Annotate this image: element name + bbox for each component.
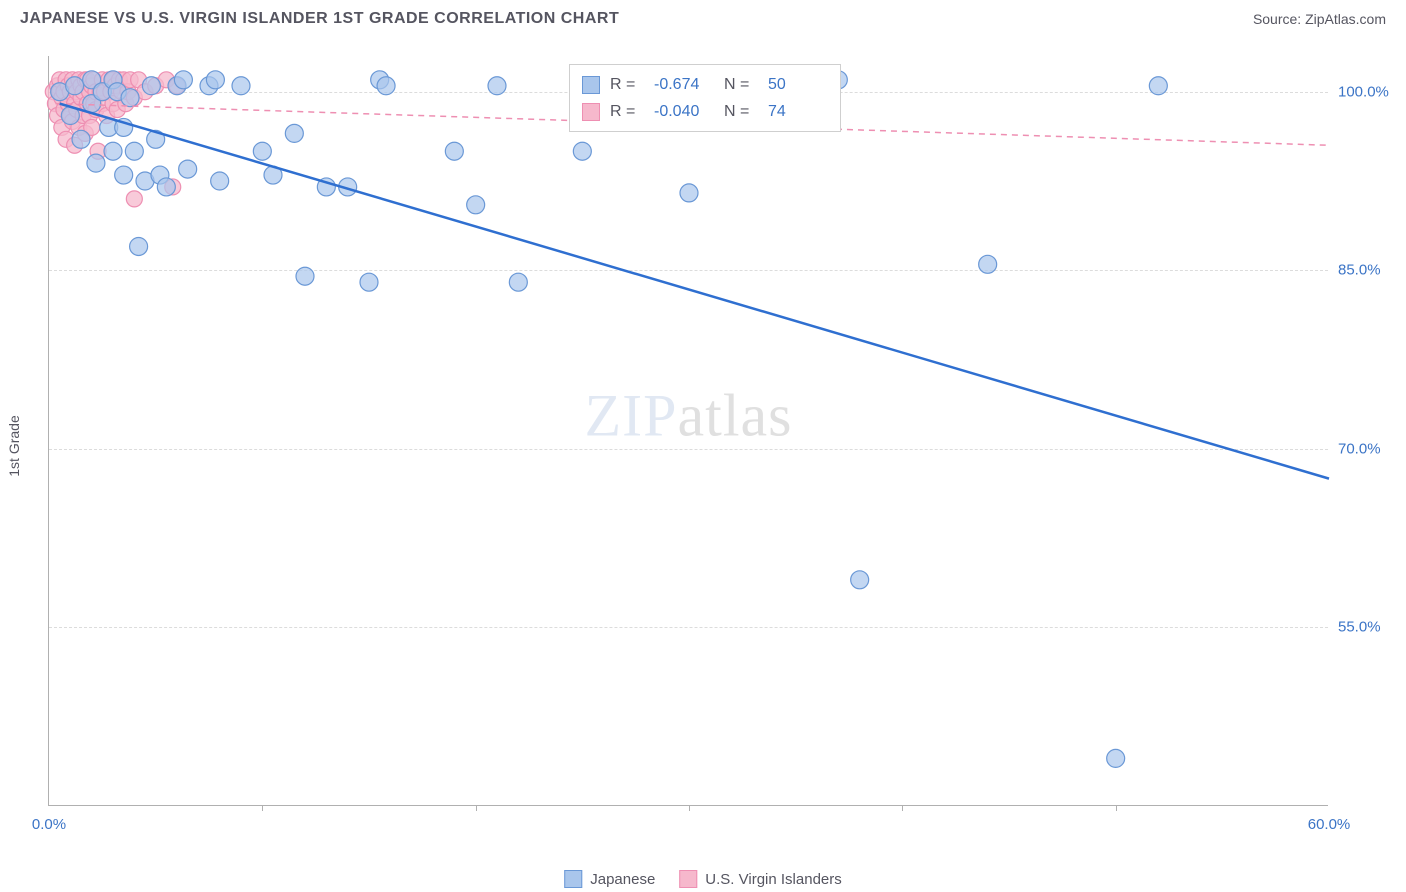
series-legend: Japanese U.S. Virgin Islanders <box>564 870 842 888</box>
y-tick-label: 85.0% <box>1338 262 1398 279</box>
legend-row: R = -0.040 N = 74 <box>582 98 828 125</box>
legend-n-label: N = <box>724 98 758 125</box>
data-point <box>179 160 197 178</box>
x-tick-mark <box>1116 805 1117 811</box>
legend-r-label: R = <box>610 98 644 125</box>
data-point <box>509 273 527 291</box>
data-point <box>206 71 224 89</box>
legend-swatch <box>564 870 582 888</box>
chart-plot-area: 55.0%70.0%85.0%100.0%0.0%60.0% ZIPatlas … <box>48 56 1328 806</box>
y-axis-label: 1st Grade <box>6 415 22 476</box>
data-point <box>126 191 142 207</box>
x-tick-label: 0.0% <box>32 816 66 833</box>
data-point <box>104 142 122 160</box>
data-point <box>377 77 395 95</box>
legend-item: Japanese <box>564 870 655 888</box>
y-tick-label: 100.0% <box>1338 83 1398 100</box>
legend-label: Japanese <box>590 871 655 888</box>
chart-title: JAPANESE VS U.S. VIRGIN ISLANDER 1ST GRA… <box>20 10 619 28</box>
data-point <box>296 267 314 285</box>
data-point <box>125 142 143 160</box>
data-point <box>467 196 485 214</box>
data-point <box>72 130 90 148</box>
source-label: Source: ZipAtlas.com <box>1253 11 1386 27</box>
data-point <box>285 124 303 142</box>
legend-swatch <box>679 870 697 888</box>
x-tick-mark <box>262 805 263 811</box>
data-point <box>142 77 160 95</box>
data-point <box>130 237 148 255</box>
scatter-plot-svg <box>49 56 1328 805</box>
header: JAPANESE VS U.S. VIRGIN ISLANDER 1ST GRA… <box>0 0 1406 36</box>
correlation-legend: R = -0.674 N = 50 R = -0.040 N = 74 <box>569 64 841 132</box>
data-point <box>680 184 698 202</box>
legend-r-label: R = <box>610 71 644 98</box>
legend-r-value: -0.674 <box>654 71 714 98</box>
legend-item: U.S. Virgin Islanders <box>679 870 841 888</box>
legend-r-value: -0.040 <box>654 98 714 125</box>
legend-label: U.S. Virgin Islanders <box>705 871 841 888</box>
legend-n-value: 74 <box>768 98 828 125</box>
legend-n-value: 50 <box>768 71 828 98</box>
data-point <box>157 178 175 196</box>
data-point <box>1149 77 1167 95</box>
data-point <box>360 273 378 291</box>
data-point <box>115 166 133 184</box>
data-point <box>851 571 869 589</box>
x-tick-mark <box>902 805 903 811</box>
y-tick-label: 55.0% <box>1338 619 1398 636</box>
data-point <box>488 77 506 95</box>
x-tick-mark <box>689 805 690 811</box>
data-point <box>253 142 271 160</box>
trend-line <box>60 104 1329 479</box>
source-name: ZipAtlas.com <box>1305 11 1386 27</box>
data-point <box>211 172 229 190</box>
data-point <box>121 89 139 107</box>
source-prefix: Source: <box>1253 11 1305 27</box>
data-point <box>232 77 250 95</box>
legend-row: R = -0.674 N = 50 <box>582 71 828 98</box>
data-point <box>66 77 84 95</box>
y-tick-label: 70.0% <box>1338 440 1398 457</box>
data-point <box>573 142 591 160</box>
legend-swatch <box>582 76 600 94</box>
legend-n-label: N = <box>724 71 758 98</box>
x-tick-mark <box>476 805 477 811</box>
data-point <box>445 142 463 160</box>
data-point <box>174 71 192 89</box>
data-point <box>87 154 105 172</box>
data-point <box>1107 749 1125 767</box>
x-tick-label: 60.0% <box>1308 816 1351 833</box>
data-point <box>979 255 997 273</box>
legend-swatch <box>582 103 600 121</box>
